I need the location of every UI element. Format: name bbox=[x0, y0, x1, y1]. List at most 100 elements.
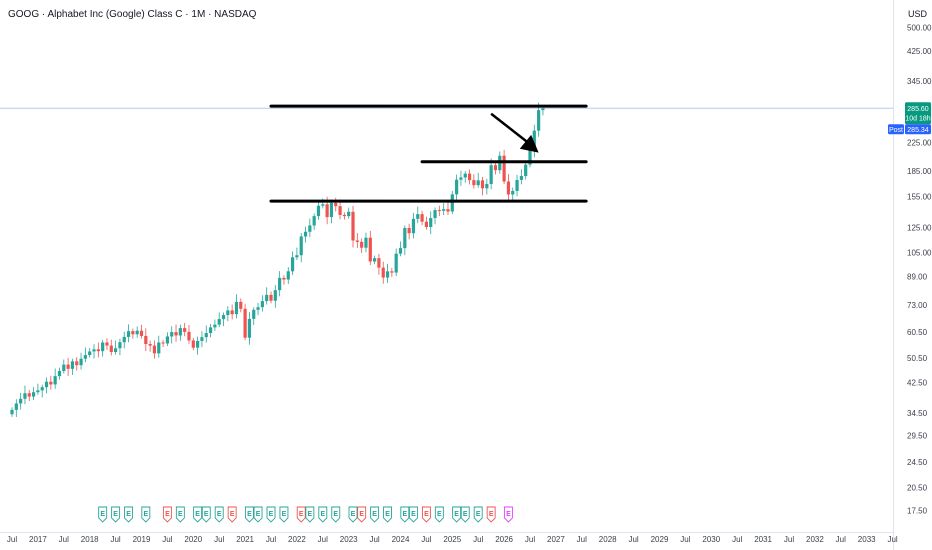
candle-body bbox=[88, 351, 92, 356]
candle bbox=[31, 387, 36, 401]
last-price-badge: 285.60 10d 18h bbox=[905, 102, 931, 125]
candle bbox=[269, 291, 273, 304]
candle bbox=[118, 338, 122, 356]
candle bbox=[200, 331, 204, 348]
candle bbox=[312, 213, 316, 230]
candle-body bbox=[157, 342, 161, 354]
candle bbox=[239, 298, 243, 313]
candle bbox=[351, 205, 355, 248]
candle-body bbox=[286, 271, 290, 280]
candle bbox=[208, 323, 213, 338]
earnings-badge bbox=[452, 506, 462, 523]
candle bbox=[295, 247, 299, 260]
earnings-marker: E bbox=[279, 506, 289, 523]
earnings-label: E bbox=[204, 511, 209, 518]
candle bbox=[213, 319, 217, 331]
candle-body bbox=[273, 290, 277, 301]
candle-body bbox=[282, 277, 286, 280]
y-tick-label: 42.50 bbox=[907, 379, 928, 388]
y-tick-label: 125.00 bbox=[907, 223, 932, 232]
candle bbox=[101, 339, 105, 357]
candle-body bbox=[360, 241, 364, 248]
x-tick-label: Jul bbox=[110, 535, 120, 544]
x-tick-label: Jul bbox=[318, 535, 328, 544]
candle-body bbox=[105, 342, 109, 346]
currency-label: USD bbox=[908, 9, 928, 19]
earnings-label: E bbox=[217, 511, 222, 518]
candle-body bbox=[429, 218, 433, 227]
earnings-label: E bbox=[351, 511, 356, 518]
candle-body bbox=[243, 308, 247, 338]
earnings-label: E bbox=[308, 511, 313, 518]
earnings-label: E bbox=[178, 511, 183, 518]
candle-body bbox=[308, 225, 312, 232]
earnings-badge bbox=[266, 506, 276, 523]
candle bbox=[368, 230, 372, 265]
y-tick-label: 185.00 bbox=[907, 167, 932, 176]
candle-body bbox=[450, 194, 454, 212]
candle bbox=[36, 383, 40, 395]
candle-body bbox=[247, 318, 252, 338]
candle-body bbox=[511, 190, 515, 195]
candle bbox=[308, 218, 312, 238]
earnings-label: E bbox=[359, 511, 364, 518]
candle-body bbox=[252, 309, 256, 319]
earnings-badge bbox=[296, 506, 306, 523]
earnings-marker: E bbox=[296, 506, 306, 523]
candle-body bbox=[303, 231, 308, 237]
x-tick-label: Jul bbox=[680, 535, 690, 544]
candle-body bbox=[506, 181, 511, 195]
x-tick-label: 2023 bbox=[340, 535, 358, 544]
post-market-badge: Post 285.34 bbox=[888, 124, 931, 135]
candle-body bbox=[126, 331, 131, 337]
candle-body bbox=[14, 403, 18, 410]
candle-body bbox=[226, 310, 230, 316]
candle-body bbox=[31, 392, 36, 397]
candle-body bbox=[70, 361, 75, 369]
earnings-label: E bbox=[463, 511, 468, 518]
candle-body bbox=[334, 202, 338, 207]
candle-body bbox=[49, 381, 53, 385]
earnings-badge bbox=[473, 506, 483, 523]
earnings-label: E bbox=[282, 511, 287, 518]
earnings-label: E bbox=[372, 511, 377, 518]
earnings-label: E bbox=[402, 511, 407, 518]
candle-body bbox=[161, 342, 165, 344]
earnings-badge bbox=[305, 506, 315, 523]
candle-body bbox=[75, 361, 79, 366]
arrow-head bbox=[519, 134, 539, 153]
candle-body bbox=[230, 310, 234, 315]
candle-body bbox=[278, 277, 282, 291]
candle bbox=[161, 339, 165, 347]
candle-body bbox=[204, 333, 208, 338]
candle-body bbox=[532, 130, 536, 151]
candle bbox=[442, 203, 446, 216]
earnings-label: E bbox=[100, 511, 105, 518]
candle bbox=[424, 216, 428, 230]
earnings-label: E bbox=[411, 511, 416, 518]
x-tick-label: Jul bbox=[577, 535, 587, 544]
earnings-badge bbox=[98, 506, 108, 523]
candle bbox=[27, 389, 31, 401]
earnings-marker: E bbox=[214, 506, 224, 523]
earnings-label: E bbox=[437, 511, 442, 518]
candle-body bbox=[403, 228, 407, 249]
candle bbox=[485, 178, 489, 195]
x-tick-label: 2033 bbox=[858, 535, 876, 544]
candle-body bbox=[131, 331, 135, 335]
candle bbox=[355, 232, 359, 249]
x-tick-label: Jul bbox=[887, 535, 897, 544]
arrow-shaft bbox=[490, 112, 532, 146]
candle-body bbox=[114, 348, 118, 353]
candle bbox=[165, 332, 169, 347]
candle bbox=[44, 377, 49, 394]
candle-body bbox=[83, 355, 87, 359]
candle bbox=[221, 312, 226, 327]
candle bbox=[217, 312, 221, 328]
earnings-marker: E bbox=[383, 506, 392, 523]
x-tick-label: 2019 bbox=[133, 535, 151, 544]
candle bbox=[260, 295, 264, 312]
earnings-marker: E bbox=[227, 506, 237, 523]
x-tick-label: 2028 bbox=[599, 535, 617, 544]
